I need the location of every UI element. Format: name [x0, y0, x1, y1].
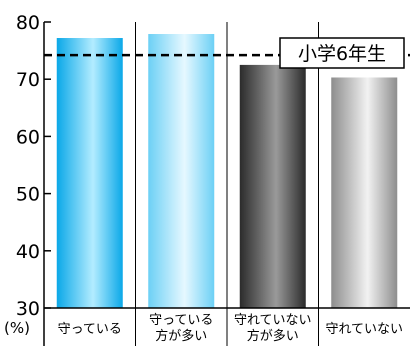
- y-tick-label: 40: [16, 241, 40, 263]
- category-label: 守れていない: [325, 322, 403, 337]
- reference-layer: 小学6年生: [44, 37, 410, 69]
- bar: [148, 34, 215, 309]
- y-tick-label: 80: [16, 12, 40, 34]
- y-tick-label: 50: [16, 184, 40, 206]
- bar: [331, 77, 398, 308]
- category-label: 方が多い: [155, 328, 207, 344]
- category-label: 方が多い: [247, 328, 299, 344]
- category-label: 守っている: [149, 313, 213, 328]
- bars-layer: [56, 34, 398, 309]
- bar: [56, 38, 123, 309]
- category-label: 守れていない: [234, 313, 312, 328]
- y-axis-unit: (%): [4, 319, 30, 337]
- bar: [239, 64, 306, 309]
- y-tick-label: 70: [16, 69, 40, 91]
- reference-label: 小学6年生: [298, 43, 386, 65]
- axis-layer: 30 40 50 60 70 80 (%): [4, 12, 410, 346]
- reference-label-box: [279, 37, 405, 69]
- category-label: 守っている: [58, 322, 122, 337]
- grid-layer: [135, 22, 319, 346]
- y-tick-label: 60: [16, 126, 40, 148]
- y-tick-label: 30: [16, 298, 40, 320]
